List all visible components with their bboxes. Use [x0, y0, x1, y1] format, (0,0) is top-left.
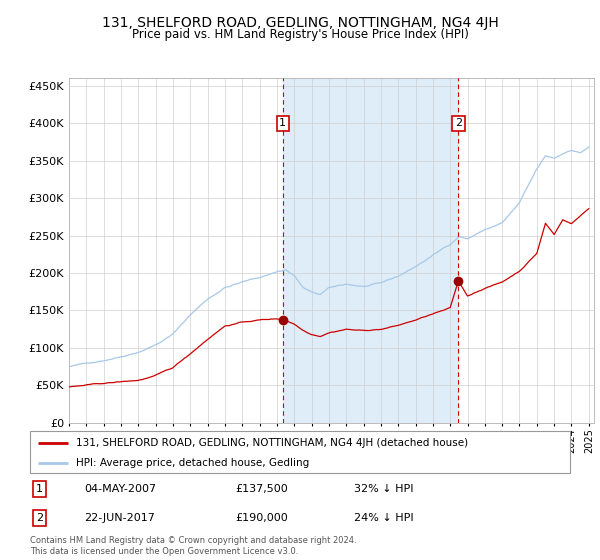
Text: £137,500: £137,500	[235, 484, 288, 494]
Text: 32% ↓ HPI: 32% ↓ HPI	[354, 484, 413, 494]
Text: 2: 2	[455, 118, 462, 128]
Text: 131, SHELFORD ROAD, GEDLING, NOTTINGHAM, NG4 4JH (detached house): 131, SHELFORD ROAD, GEDLING, NOTTINGHAM,…	[76, 438, 468, 448]
Text: 24% ↓ HPI: 24% ↓ HPI	[354, 513, 413, 523]
Text: £190,000: £190,000	[235, 513, 288, 523]
Text: 2: 2	[36, 513, 43, 523]
Bar	[283, 78, 458, 423]
Text: 1: 1	[36, 484, 43, 494]
Text: Price paid vs. HM Land Registry's House Price Index (HPI): Price paid vs. HM Land Registry's House …	[131, 28, 469, 41]
Text: 04-MAY-2007: 04-MAY-2007	[84, 484, 156, 494]
Text: Contains HM Land Registry data © Crown copyright and database right 2024.
This d: Contains HM Land Registry data © Crown c…	[30, 536, 356, 556]
Text: 1: 1	[280, 118, 286, 128]
Text: 131, SHELFORD ROAD, GEDLING, NOTTINGHAM, NG4 4JH: 131, SHELFORD ROAD, GEDLING, NOTTINGHAM,…	[101, 16, 499, 30]
Text: HPI: Average price, detached house, Gedling: HPI: Average price, detached house, Gedl…	[76, 458, 309, 468]
Text: 22-JUN-2017: 22-JUN-2017	[84, 513, 155, 523]
